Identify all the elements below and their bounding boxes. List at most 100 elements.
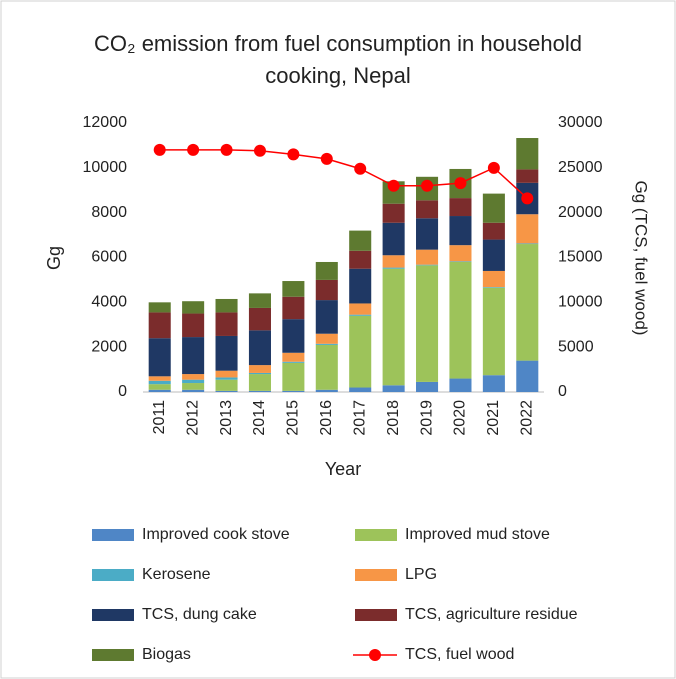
y2-tick-label: 5000 [558, 338, 594, 355]
line-marker [287, 148, 300, 161]
line-marker [521, 192, 534, 205]
bar-segment [248, 293, 271, 308]
y-tick-label: 8000 [91, 204, 127, 221]
bar-segment [449, 261, 472, 379]
bar-segment [282, 319, 305, 353]
legend-swatch [92, 529, 134, 541]
y2-axis-label: Gg (TCS, fuel wood) [632, 181, 651, 336]
bar-segment [516, 360, 539, 392]
bar-segment [148, 380, 171, 385]
y2-tick-label: 0 [558, 383, 567, 400]
bar-segment [215, 390, 238, 392]
legend-label: TCS, fuel wood [405, 646, 514, 663]
bar-segment [516, 169, 539, 183]
legend-label: Improved mud stove [405, 526, 550, 543]
bar-segment [215, 377, 238, 380]
bar-segment [416, 249, 439, 265]
y2-tick-label: 20000 [558, 204, 603, 221]
bar-segment [315, 333, 338, 344]
bar-segment [482, 222, 505, 240]
line [159, 149, 528, 199]
bar-segment [482, 287, 505, 376]
legend-label: TCS, dung cake [142, 606, 257, 623]
line-marker [187, 143, 200, 156]
y-tick-label: 6000 [91, 249, 127, 266]
bar-segment [148, 384, 171, 390]
bar-segment [315, 300, 338, 334]
line-marker [487, 161, 500, 174]
bar-segment [349, 387, 372, 392]
bar-segment [416, 381, 439, 392]
bar-segment [349, 314, 372, 316]
line-marker [153, 143, 166, 156]
line-marker [320, 152, 333, 165]
bar-segment [182, 301, 205, 314]
bar-segment [282, 361, 305, 363]
bar-segment [282, 362, 305, 391]
line-marker [220, 143, 233, 156]
bar-segment [315, 344, 338, 390]
bar-segment [315, 389, 338, 392]
bar-segment [516, 244, 539, 361]
line-marker [253, 144, 266, 157]
bar-segment [482, 193, 505, 223]
bar-segment [148, 312, 171, 339]
bar-segment [248, 374, 271, 391]
bar-segment [416, 218, 439, 250]
legend-label: Biogas [142, 646, 191, 663]
bar-segment [349, 315, 372, 388]
bar-segment [182, 337, 205, 375]
bar-segment [282, 296, 305, 320]
x-tick-label: 2019 [418, 400, 435, 436]
bar-segment [482, 375, 505, 392]
bar-segment [516, 138, 539, 170]
bar-segment [416, 264, 439, 266]
x-tick-label: 2015 [285, 400, 302, 436]
y-tick-label: 10000 [83, 159, 128, 176]
bar-segment [449, 261, 472, 262]
bar-segment [516, 243, 539, 245]
x-tick-label: 2017 [351, 400, 368, 436]
bar-segment [148, 376, 171, 381]
bar-segment [215, 312, 238, 336]
bar-segment [449, 378, 472, 392]
bar-segment [315, 343, 338, 345]
bar-segment [182, 374, 205, 380]
legend-label: LPG [405, 566, 437, 583]
bar-segment [349, 230, 372, 251]
bar-segment [382, 385, 405, 392]
x-tick-label: 2018 [385, 400, 402, 436]
bar-segment [148, 302, 171, 313]
bar-segment [416, 200, 439, 219]
x-tick-label: 2022 [519, 400, 536, 436]
bar-segment [215, 379, 238, 391]
bar-segment [449, 198, 472, 217]
bar-segment [349, 250, 372, 269]
bar-segment [248, 365, 271, 373]
legend-swatch [92, 569, 134, 581]
x-tick-label: 2021 [485, 400, 502, 436]
x-axis-label: Year [325, 459, 361, 479]
chart-title: CO₂ emission from fuel consumption in ho… [94, 31, 582, 88]
bar-segment [182, 379, 205, 384]
y-axis-label: Gg [44, 246, 64, 270]
bar-segment [349, 303, 372, 315]
y2-tick-label: 30000 [558, 114, 603, 131]
x-tick-label: 2016 [318, 400, 335, 436]
bar-segment [282, 352, 305, 362]
x-tick-label: 2013 [218, 400, 235, 436]
line-marker [354, 162, 367, 175]
x-tick-label: 2020 [452, 400, 469, 436]
bar-segment [315, 261, 338, 280]
bar-segment [349, 268, 372, 304]
y2-tick-label: 10000 [558, 294, 603, 311]
legend-label: Improved cook stove [142, 526, 290, 543]
x-tick-label: 2012 [184, 400, 201, 436]
bar-segment [182, 383, 205, 390]
bar-segment [248, 330, 271, 366]
bar-segment [382, 267, 405, 269]
bar-segment [282, 281, 305, 297]
bar-segment [215, 298, 238, 313]
bar-segment [382, 203, 405, 223]
